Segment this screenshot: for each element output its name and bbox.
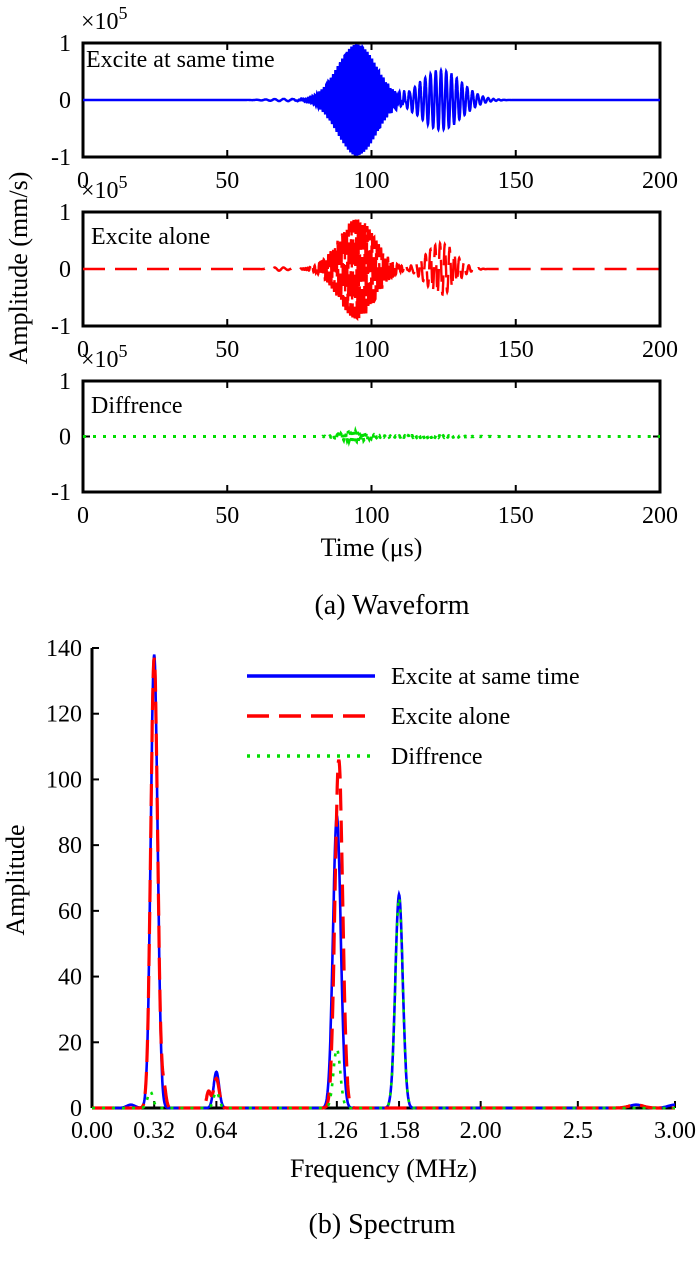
y-tick-label: -1 [51, 480, 71, 506]
x-tick-label: 200 [642, 337, 678, 363]
y-tick-label: 1 [59, 31, 71, 57]
panel-label: Excite alone [91, 224, 210, 250]
x-tick-label: 150 [498, 337, 534, 363]
legend-entry: Excite at same time [391, 664, 580, 690]
x-tick-label: 100 [354, 168, 390, 194]
x-tick-label: 50 [215, 168, 239, 194]
x-tick-label: 0.32 [133, 1118, 175, 1144]
y-tick-label: 60 [58, 899, 82, 925]
waveform-line [83, 219, 660, 322]
panel-label: Diffrence [91, 393, 183, 419]
x-tick-label: 150 [498, 503, 534, 529]
y-tick-label: 0 [59, 257, 71, 283]
spectrum-series-3 [92, 893, 675, 1110]
legend-entry: Excite alone [391, 704, 510, 730]
y-tick-label: 1 [59, 369, 71, 395]
x-tick-label: 3.00 [654, 1118, 696, 1144]
y-tick-label: -1 [51, 314, 71, 340]
x-tick-label: 0 [77, 337, 89, 363]
x-tick-label: 1.58 [378, 1118, 420, 1144]
x-tick-label: 50 [215, 503, 239, 529]
waveform-caption: (a) Waveform [314, 590, 469, 621]
y-tick-label: 80 [58, 833, 82, 859]
x-tick-label: 2.5 [563, 1118, 593, 1144]
spectrum-series-2 [92, 657, 675, 1110]
x-tick-label: 100 [354, 337, 390, 363]
x-tick-label: 2.00 [460, 1118, 502, 1144]
waveform-ylabel: Amplitude (mm/s) [4, 172, 33, 365]
x-tick-label: 0 [77, 168, 89, 194]
waveform-xlabel: Time (μs) [321, 533, 423, 562]
scale-factor: ×105 [81, 3, 128, 35]
y-tick-label: 100 [46, 767, 82, 793]
waveform-line [83, 425, 660, 447]
x-tick-label: 100 [354, 503, 390, 529]
spectrum-figure: 0.00 0.32 0.64 1.26 1.58 2.00 2.5 3.00 0 20 40 60 80… [1, 636, 696, 1240]
y-tick-label: 0 [59, 88, 71, 114]
legend-entry: Diffrence [391, 744, 483, 770]
x-tick-label: 50 [215, 337, 239, 363]
spectrum-xlabel: Frequency (MHz) [290, 1154, 477, 1183]
x-tick-label: 0.00 [71, 1118, 113, 1144]
x-tick-label: 200 [642, 503, 678, 529]
spectrum-caption: (b) Spectrum [309, 1209, 456, 1240]
y-tick-label: 0 [59, 425, 71, 451]
y-tick-label: -1 [51, 145, 71, 171]
spectrum-ylabel: Amplitude [1, 824, 30, 935]
x-tick-label: 0.64 [195, 1118, 237, 1144]
spectrum-series-1 [92, 654, 675, 1110]
panel-label: Excite at same time [86, 47, 275, 73]
waveform-line [83, 43, 660, 156]
y-tick-label: 120 [46, 702, 82, 728]
x-tick-label: 0 [77, 503, 89, 529]
y-tick-label: 40 [58, 965, 82, 991]
y-tick-label: 20 [58, 1030, 82, 1056]
x-tick-label: 150 [498, 168, 534, 194]
y-tick-label: 1 [59, 200, 71, 226]
y-tick-label: 0 [70, 1096, 82, 1122]
x-tick-label: 200 [642, 168, 678, 194]
y-tick-label: 140 [46, 636, 82, 662]
x-tick-label: 1.26 [316, 1118, 358, 1144]
